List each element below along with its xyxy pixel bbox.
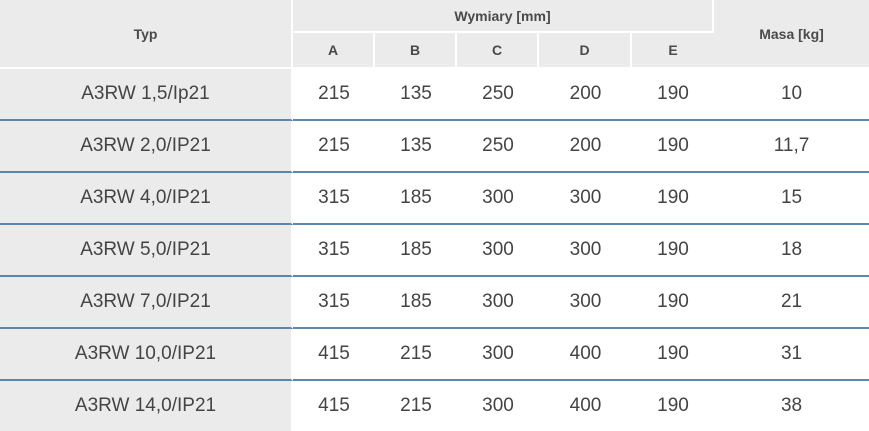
cell-e: 190 bbox=[632, 173, 715, 225]
cell-d: 400 bbox=[539, 329, 632, 381]
cell-a: 315 bbox=[293, 173, 375, 225]
cell-d: 300 bbox=[539, 225, 632, 277]
cell-d: 200 bbox=[539, 69, 632, 121]
table-row: A3RW 14,0/IP21 415 215 300 400 190 38 bbox=[0, 381, 869, 431]
cell-c: 250 bbox=[457, 69, 539, 121]
header-dim-a: A bbox=[293, 33, 375, 69]
cell-e: 190 bbox=[632, 329, 715, 381]
cell-c: 300 bbox=[457, 277, 539, 329]
cell-e: 190 bbox=[632, 69, 715, 121]
cell-e: 190 bbox=[657, 395, 689, 416]
cell-typ: A3RW 5,0/IP21 bbox=[0, 225, 293, 277]
table-row: A3RW 4,0/IP21 315 185 300 300 190 15 bbox=[0, 173, 869, 225]
cell-b: 135 bbox=[375, 69, 457, 121]
cell-typ: A3RW 1,5/Ip21 bbox=[0, 69, 293, 121]
table-row: A3RW 7,0/IP21 315 185 300 300 190 21 bbox=[0, 277, 869, 329]
cell-typ: A3RW 2,0/IP21 bbox=[0, 121, 293, 173]
header-wymiary: Wymiary [mm] bbox=[293, 0, 715, 33]
cell-a: 415 bbox=[293, 329, 375, 381]
header-dim-d: D bbox=[539, 33, 632, 69]
header-dim-c: C bbox=[457, 33, 539, 69]
cell-c: 300 bbox=[457, 173, 539, 225]
cell-masa: 11,7 bbox=[714, 121, 869, 173]
cell-a: 215 bbox=[293, 121, 375, 173]
cell-c: 300 bbox=[457, 225, 539, 277]
cell-masa: 18 bbox=[714, 225, 869, 277]
cell-d: 300 bbox=[539, 277, 632, 329]
cell-a: 315 bbox=[293, 277, 375, 329]
cell-a: 315 bbox=[293, 225, 375, 277]
cell-masa: 31 bbox=[714, 329, 869, 381]
cell-b: 215 bbox=[400, 395, 432, 416]
cell-c: 250 bbox=[457, 121, 539, 173]
cell-e: 190 bbox=[632, 225, 715, 277]
header-typ: Typ bbox=[0, 0, 293, 69]
table-row: A3RW 1,5/Ip21 215 135 250 200 190 10 bbox=[0, 69, 869, 121]
cell-e: 190 bbox=[632, 277, 715, 329]
header-dim-b: B bbox=[375, 33, 457, 69]
cell-b: 185 bbox=[375, 277, 457, 329]
cell-typ: A3RW 4,0/IP21 bbox=[0, 173, 293, 225]
cell-d: 300 bbox=[539, 173, 632, 225]
cell-masa: 21 bbox=[714, 277, 869, 329]
cell-typ: A3RW 7,0/IP21 bbox=[0, 277, 293, 329]
cell-masa: 15 bbox=[714, 173, 869, 225]
table-row: A3RW 10,0/IP21 415 215 300 400 190 31 bbox=[0, 329, 869, 381]
cell-b: 185 bbox=[375, 225, 457, 277]
cell-b: 185 bbox=[375, 173, 457, 225]
cell-masa: 10 bbox=[714, 69, 869, 121]
cell-a: 415 bbox=[318, 395, 350, 416]
cell-b: 135 bbox=[375, 121, 457, 173]
cell-e: 190 bbox=[632, 121, 715, 173]
cell-d: 200 bbox=[539, 121, 632, 173]
cell-b: 215 bbox=[375, 329, 457, 381]
cell-c: 300 bbox=[482, 395, 514, 416]
table-row: A3RW 5,0/IP21 315 185 300 300 190 18 bbox=[0, 225, 869, 277]
cell-c: 300 bbox=[457, 329, 539, 381]
cell-masa: 38 bbox=[780, 395, 803, 416]
header-masa: Masa [kg] bbox=[714, 0, 869, 69]
cell-a: 215 bbox=[293, 69, 375, 121]
header-dim-e: E bbox=[632, 33, 715, 69]
table-row: A3RW 2,0/IP21 215 135 250 200 190 11,7 bbox=[0, 121, 869, 173]
cell-typ: A3RW 10,0/IP21 bbox=[0, 329, 293, 381]
cell-d: 400 bbox=[569, 395, 602, 416]
cell-typ: A3RW 14,0/IP21 bbox=[0, 381, 293, 431]
